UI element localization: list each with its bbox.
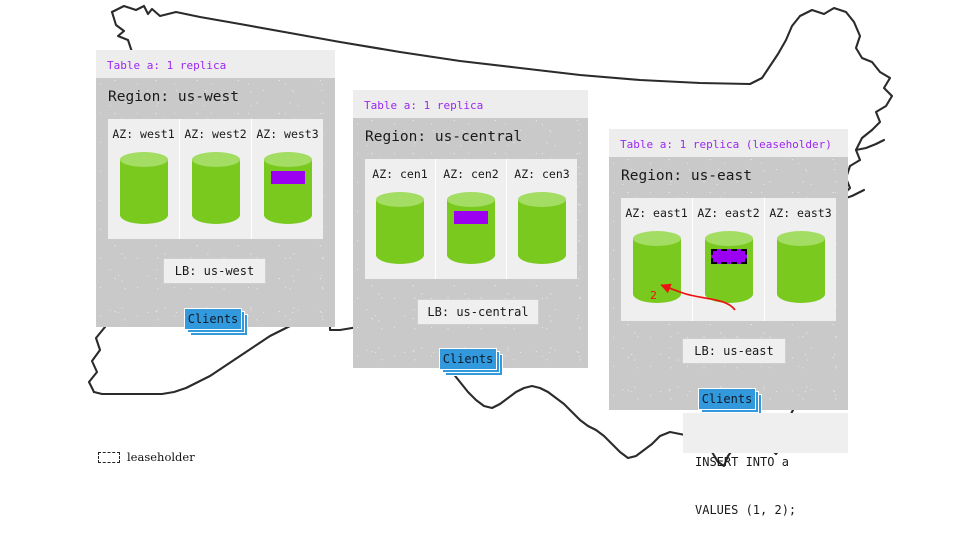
panel-header-us-west: Table a: 1 replica [96,50,335,78]
cylinder-body [518,199,566,264]
node-cylinder-west2[interactable] [191,152,240,224]
node-cylinder-west1[interactable] [119,152,168,224]
clients-button-us-central[interactable]: Clients [439,348,497,370]
az-label-east3: AZ: east3 [769,206,832,220]
az-label-west2: AZ: west2 [184,127,247,141]
region-panel-us-central: Table a: 1 replica Region: us-central AZ… [353,90,588,376]
cylinder-top-ellipse [632,231,681,246]
sql-statement-box: INSERT INTO a VALUES (1, 2); [683,413,848,517]
az-label-west1: AZ: west1 [112,127,175,141]
node-cylinder-cen2[interactable] [447,192,495,264]
az-cell-cen3[interactable]: AZ: cen3 [507,159,577,279]
az-row-us-east: AZ: east1 AZ: east2 AZ: east3 [621,198,836,321]
region-panel-us-east: Table a: 1 replica (leaseholder) Region:… [609,129,848,416]
cylinder-top-ellipse [376,192,424,207]
load-balancer-us-west[interactable]: LB: us-west [163,258,266,284]
sql-line-1: INSERT INTO a [695,455,789,469]
load-balancer-us-central[interactable]: LB: us-central [417,299,539,325]
az-cell-east1[interactable]: AZ: east1 [621,198,693,321]
clients-label: Clients [187,312,239,326]
replica-marker-west3 [270,171,305,184]
cylinder-body [376,199,424,264]
panel-header-us-central: Table a: 1 replica [353,90,588,118]
cylinder-top-ellipse [191,152,240,167]
az-label-cen2: AZ: cen2 [443,167,499,181]
legend-leaseholder: leaseholder [98,450,195,464]
panel-header-us-east: Table a: 1 replica (leaseholder) [609,129,848,157]
cylinder-top-ellipse [776,231,825,246]
az-label-east1: AZ: east1 [625,206,688,220]
az-cell-west3[interactable]: AZ: west3 [252,119,323,239]
sql-line-2: VALUES (1, 2); [695,503,797,517]
panel-body-us-east: Region: us-east AZ: east1 AZ: east2 [609,157,848,416]
panel-body-us-central: Region: us-central AZ: cen1 AZ: cen2 [353,118,588,376]
legend-label: leaseholder [127,450,195,464]
az-cell-cen2[interactable]: AZ: cen2 [436,159,507,279]
region-title-us-east: Region: us-east [621,168,752,184]
cylinder-body [263,159,312,224]
arrow-label-2: 2 [650,289,657,302]
load-balancer-us-east[interactable]: LB: us-east [682,338,786,364]
az-cell-west1[interactable]: AZ: west1 [108,119,180,239]
region-title-us-west: Region: us-west [108,89,239,105]
node-cylinder-west3[interactable] [263,152,312,224]
node-cylinder-cen1[interactable] [376,192,424,264]
az-cell-east2[interactable]: AZ: east2 [693,198,765,321]
az-cell-east3[interactable]: AZ: east3 [765,198,836,321]
replica-marker-east2-leaseholder [710,249,747,264]
cylinder-top-ellipse [447,192,495,207]
cylinder-body [776,238,825,303]
cylinder-top-ellipse [263,152,312,167]
region-title-us-central: Region: us-central [365,129,523,145]
region-panel-us-west: Table a: 1 replica Region: us-west AZ: w… [96,50,335,336]
cylinder-body [191,159,240,224]
az-label-west3: AZ: west3 [256,127,319,141]
replica-marker-cen2 [454,211,488,224]
az-label-cen3: AZ: cen3 [514,167,570,181]
clients-us-west[interactable]: Clients [184,308,252,338]
az-cell-cen1[interactable]: AZ: cen1 [365,159,436,279]
cylinder-body [704,238,753,303]
cylinder-top-ellipse [119,152,168,167]
lb-label: LB: us-west [174,264,255,278]
clients-button-us-east[interactable]: Clients [698,388,756,410]
lb-label: LB: us-central [427,305,529,319]
node-cylinder-east3[interactable] [776,231,825,303]
node-cylinder-cen3[interactable] [518,192,566,264]
cylinder-body [119,159,168,224]
az-label-east2: AZ: east2 [697,206,760,220]
clients-us-central[interactable]: Clients [439,348,507,378]
az-row-us-west: AZ: west1 AZ: west2 AZ: west3 [108,119,323,239]
az-label-cen1: AZ: cen1 [372,167,428,181]
clients-button-us-west[interactable]: Clients [184,308,242,330]
cylinder-top-ellipse [704,231,753,246]
az-row-us-central: AZ: cen1 AZ: cen2 AZ: cen3 [365,159,577,279]
clients-label: Clients [701,392,753,406]
lb-label: LB: us-east [694,344,774,358]
clients-label: Clients [442,352,494,366]
clients-us-east[interactable]: Clients [698,388,766,418]
cylinder-top-ellipse [518,192,566,207]
panel-body-us-west: Region: us-west AZ: west1 AZ: west2 [96,78,335,336]
node-cylinder-east2[interactable] [704,231,753,303]
az-cell-west2[interactable]: AZ: west2 [180,119,252,239]
cylinder-body [447,199,495,264]
dashed-rectangle-icon [98,451,120,463]
